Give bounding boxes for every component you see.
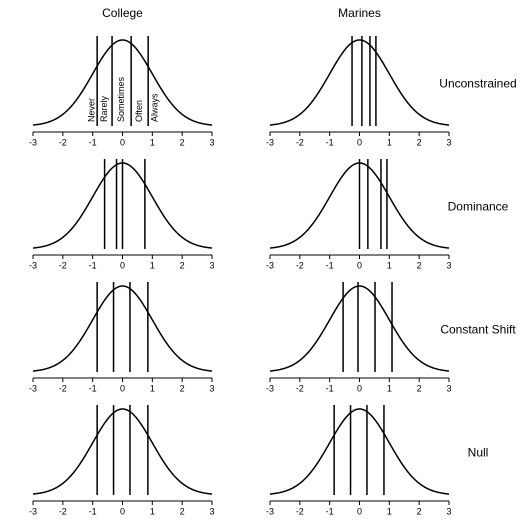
density-curve <box>269 285 450 372</box>
x-tick-label: 3 <box>446 506 451 516</box>
x-tick-label: -2 <box>59 260 67 270</box>
x-tick-label: -1 <box>326 260 334 270</box>
density-curve <box>32 285 213 372</box>
row-label: Unconstrained <box>439 76 517 91</box>
x-tick-label: 2 <box>180 506 185 516</box>
x-tick-label: -2 <box>296 137 304 147</box>
density-curve <box>32 408 213 495</box>
x-tick-label: 2 <box>417 137 422 147</box>
x-tick-label: 0 <box>357 137 362 147</box>
response-label: Never <box>87 98 97 122</box>
row-label: Dominance <box>447 199 509 214</box>
x-tick-label: 3 <box>209 506 214 516</box>
x-tick-label: -3 <box>266 383 274 393</box>
x-tick-label: -3 <box>29 260 37 270</box>
x-tick-label: 0 <box>357 506 362 516</box>
density-curve <box>32 39 213 126</box>
response-label: Often <box>134 100 144 122</box>
x-tick-label: -1 <box>89 383 97 393</box>
x-tick-label: -3 <box>266 260 274 270</box>
x-tick-label: -2 <box>59 137 67 147</box>
x-tick-label: -3 <box>266 506 274 516</box>
x-tick-label: -3 <box>29 506 37 516</box>
x-tick-label: -1 <box>326 137 334 147</box>
x-tick-label: -3 <box>29 137 37 147</box>
x-tick-label: 0 <box>120 506 125 516</box>
x-tick-label: 1 <box>150 137 155 147</box>
x-tick-label: -2 <box>59 383 67 393</box>
x-tick-label: 2 <box>417 260 422 270</box>
row-label: Constant Shift <box>440 322 516 337</box>
x-tick-label: 0 <box>120 260 125 270</box>
x-tick-label: 3 <box>209 383 214 393</box>
x-tick-label: 1 <box>387 137 392 147</box>
x-tick-label: -2 <box>296 383 304 393</box>
column-title: College <box>102 6 143 20</box>
x-tick-label: 1 <box>150 506 155 516</box>
x-tick-label: 2 <box>180 137 185 147</box>
x-tick-label: 0 <box>357 383 362 393</box>
x-tick-label: 3 <box>446 260 451 270</box>
x-tick-label: 2 <box>417 383 422 393</box>
density-curve <box>269 408 450 495</box>
x-tick-label: -2 <box>296 260 304 270</box>
x-tick-label: 1 <box>150 260 155 270</box>
x-tick-label: -1 <box>89 260 97 270</box>
x-tick-label: 0 <box>120 137 125 147</box>
x-tick-label: 0 <box>120 383 125 393</box>
column-title: Marines <box>338 6 381 20</box>
x-tick-label: 1 <box>150 383 155 393</box>
response-label: Always <box>150 93 160 122</box>
x-tick-label: 0 <box>357 260 362 270</box>
row-label: Null <box>467 445 489 460</box>
x-tick-label: 2 <box>417 506 422 516</box>
x-tick-label: -2 <box>59 506 67 516</box>
density-curve <box>269 39 450 126</box>
x-tick-label: 3 <box>446 137 451 147</box>
x-tick-label: -1 <box>89 506 97 516</box>
x-tick-label: 2 <box>180 260 185 270</box>
x-tick-label: -2 <box>296 506 304 516</box>
x-tick-label: -3 <box>266 137 274 147</box>
x-tick-label: 1 <box>387 506 392 516</box>
x-tick-label: 3 <box>209 137 214 147</box>
x-tick-label: -1 <box>326 383 334 393</box>
x-tick-label: -3 <box>29 383 37 393</box>
x-tick-label: 3 <box>209 260 214 270</box>
x-tick-label: 1 <box>387 260 392 270</box>
response-label: Rarely <box>99 95 109 122</box>
x-tick-label: 2 <box>180 383 185 393</box>
x-tick-label: -1 <box>89 137 97 147</box>
x-tick-label: 3 <box>446 383 451 393</box>
x-tick-label: 1 <box>387 383 392 393</box>
response-label: Sometimes <box>116 76 126 122</box>
x-tick-label: -1 <box>326 506 334 516</box>
